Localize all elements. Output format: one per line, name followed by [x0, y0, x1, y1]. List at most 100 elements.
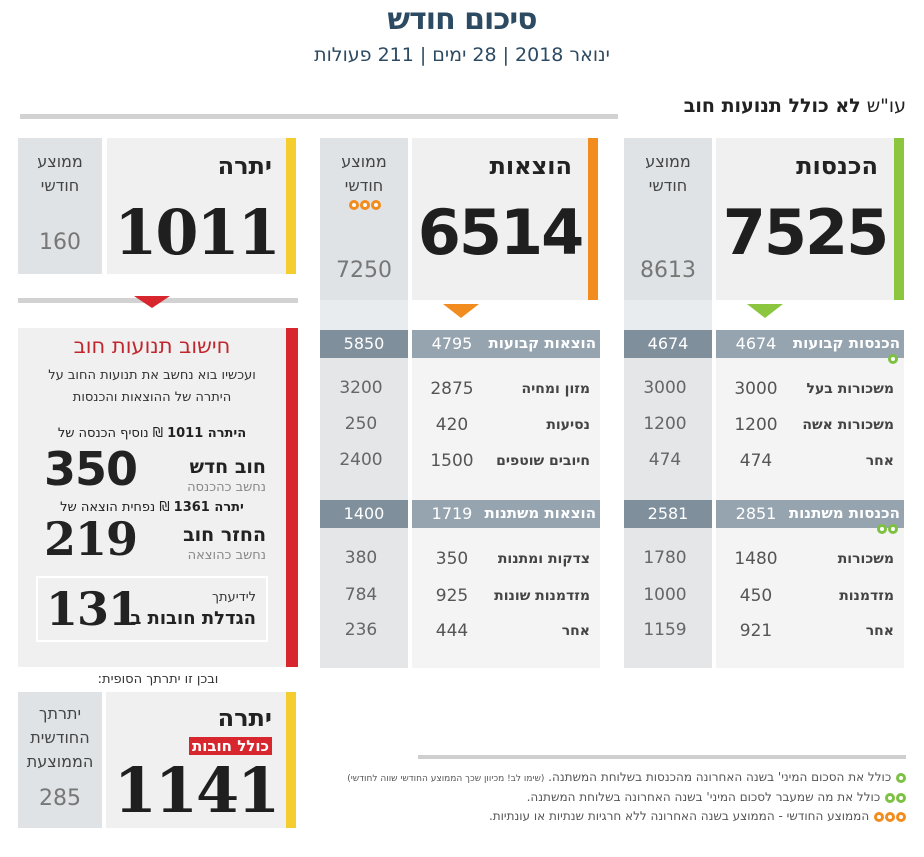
debt-surplus-rest: ₪ נוסיף הכנסה של [57, 426, 163, 441]
table-row: משכורות אשה 1200 [716, 414, 904, 438]
row-value: 1200 [734, 415, 778, 435]
final-badge: כולל חובות [188, 737, 272, 755]
debt-repay-bold: יתרה 1361 [173, 500, 244, 515]
income-fixed-label: הכנסות קבועות [792, 334, 900, 352]
surplus-title: יתרה [217, 152, 272, 180]
debt-accent-bar [286, 328, 298, 667]
legend-text: כולל את מה שמעבר לסכום המיני' בשנה האחרו… [526, 790, 881, 804]
surplus-card: יתרה 1011 [107, 138, 286, 274]
surplus-value: 1011 [114, 196, 281, 269]
debt-increase-value: 131 [46, 582, 140, 636]
row-label: אחר [865, 623, 894, 639]
page-title: סיכום חודש [387, 2, 537, 37]
final-accent-bar [286, 692, 296, 828]
three-star-dots-icon [348, 200, 381, 210]
income-accent-bar [894, 138, 904, 300]
expenses-variable-label: הוצאות משתנות [484, 504, 596, 522]
expenses-avg-spacer [320, 300, 408, 330]
income-fixed-row-avg: 1200 [643, 414, 687, 434]
income-variable-row-avg: 1780 [643, 548, 687, 568]
repay-sublabel: נחשב כהוצאה [187, 548, 266, 563]
final-title: יתרה [217, 704, 272, 732]
row-value: 1480 [734, 549, 778, 569]
expenses-variable-row-avg: 380 [344, 548, 378, 568]
expenses-arrow-icon [443, 304, 479, 318]
legend-divider [418, 755, 906, 759]
final-badge-wrap: כולל חובות [188, 736, 272, 755]
expenses-table-avg-column: 5850 3200 250 2400 1400 380 784 236 [320, 330, 408, 668]
new-debt-label: חוב חדש [189, 456, 266, 478]
income-avg-spacer [624, 300, 712, 330]
final-value: 1141 [113, 754, 281, 827]
table-row: אחר 474 [716, 450, 904, 474]
expenses-table: הוצאות קבועות 4795 מזון ומחיה 2875 נסיעו… [412, 330, 600, 668]
row-label: נסיעות [546, 417, 590, 433]
expenses-variable-row-avg: 236 [344, 620, 378, 640]
row-label: מזון ומחיה [521, 381, 590, 397]
debt-surplus-line: היתרה 1011 ₪ נוסיף הכנסה של [18, 426, 286, 441]
table-row: משכורות 1480 [716, 548, 904, 572]
row-value: 2875 [430, 379, 474, 399]
income-arrow-icon [747, 304, 783, 318]
page-subtitle: ינואר 2018 | 28 ימים | 211 פעולות [314, 44, 610, 66]
expenses-avg-card: ממוצע חודשי 7250 [320, 138, 408, 300]
income-fixed-row-avg: 3000 [643, 378, 687, 398]
section-title: עו"ש לא כולל תנועות חוב [684, 95, 906, 117]
income-avg-value: 8613 [640, 258, 696, 283]
expenses-fixed-label: הוצאות קבועות [488, 334, 596, 352]
row-label: צדקות ומתנות [497, 551, 590, 567]
row-label: משכורות [837, 551, 894, 567]
final-card: יתרה כולל חובות 1141 [106, 692, 286, 828]
row-label: אחר [865, 453, 894, 469]
debt-surplus-bold: היתרה 1011 [167, 426, 247, 441]
final-avg-label-2: החודשית [30, 728, 90, 747]
income-variable-header: הכנסות משתנות 2851 [716, 500, 904, 528]
new-debt-sublabel: נחשב כהכנסה [187, 480, 266, 495]
two-star-dots-icon [884, 792, 906, 803]
expenses-avg-label-2: חודשי [344, 176, 384, 195]
income-avg-card: ממוצע חודשי 8613 [624, 138, 712, 300]
table-row: משכורות בעל 3000 [716, 378, 904, 402]
legend-item: כולל את מה שמעבר לסכום המיני' בשנה האחרו… [527, 790, 906, 804]
table-row: מזון ומחיה 2875 [412, 378, 600, 402]
repay-value: 219 [44, 512, 138, 566]
debt-increase-label: הגדלת חובות ב [130, 608, 256, 629]
row-value: 921 [739, 621, 773, 641]
income-card: הכנסות 7525 [716, 138, 894, 300]
section-title-bold: לא כולל תנועות חוב [683, 95, 861, 117]
one-star-dot-icon [895, 772, 906, 783]
legend-text: כולל את הסכום המיני' בשנה האחרונה מהכנסו… [548, 770, 892, 784]
expenses-fixed-row-avg: 3200 [339, 378, 383, 398]
table-row: חיובים שוטפים 1500 [412, 450, 600, 474]
row-value: 420 [435, 415, 469, 435]
row-value: 350 [435, 549, 469, 569]
expenses-card: הוצאות 6514 [412, 138, 588, 300]
income-variable-row-avg: 1159 [643, 620, 687, 640]
expenses-title: הוצאות [489, 152, 573, 180]
legend-item: הממוצע החודשי - הממוצע בשנה האחרונה ללא … [489, 809, 906, 823]
three-star-dots-icon [873, 811, 906, 822]
legend-note: (שימו לב! מכיוון שכך הממוצע החודשי שווה … [347, 774, 545, 784]
legend-item: כולל את הסכום המיני' בשנה האחרונה מהכנסו… [347, 770, 906, 784]
income-variable-label: הכנסות משתנות [788, 504, 900, 522]
final-avg-value: 285 [39, 786, 81, 811]
row-value: 1500 [430, 451, 474, 471]
expenses-value: 6514 [417, 196, 585, 269]
income-table: הכנסות קבועות 4674 משכורות בעל 3000 משכו… [716, 330, 904, 668]
row-label: משכורות אשה [802, 417, 894, 433]
final-note: ובכן זו יתרתך הסופית: [97, 672, 219, 687]
debt-increase-small: לידיעתך [212, 590, 256, 605]
expenses-fixed-header: הוצאות קבועות 4795 [412, 330, 600, 358]
row-value: 925 [435, 586, 469, 606]
section-title-prefix: עו"ש [866, 95, 906, 117]
debt-title: חישוב תנועות חוב [73, 334, 231, 358]
expenses-variable-avg: 1400 [320, 500, 408, 528]
income-table-avg-column: 4674 3000 1200 474 2581 1780 1000 1159 [624, 330, 712, 668]
final-avg-label-3: הממוצעת [26, 752, 94, 771]
table-row: נסיעות 420 [412, 414, 600, 438]
debt-repay-rest: ₪ נפחית הוצאה של [60, 500, 170, 515]
row-label: מזדמנות שונות [494, 588, 590, 604]
debt-repay-line: יתרה 1361 ₪ נפחית הוצאה של [18, 500, 286, 515]
table-row: צדקות ומתנות 350 [412, 548, 600, 572]
surplus-avg-label-2: חודשי [40, 176, 80, 195]
